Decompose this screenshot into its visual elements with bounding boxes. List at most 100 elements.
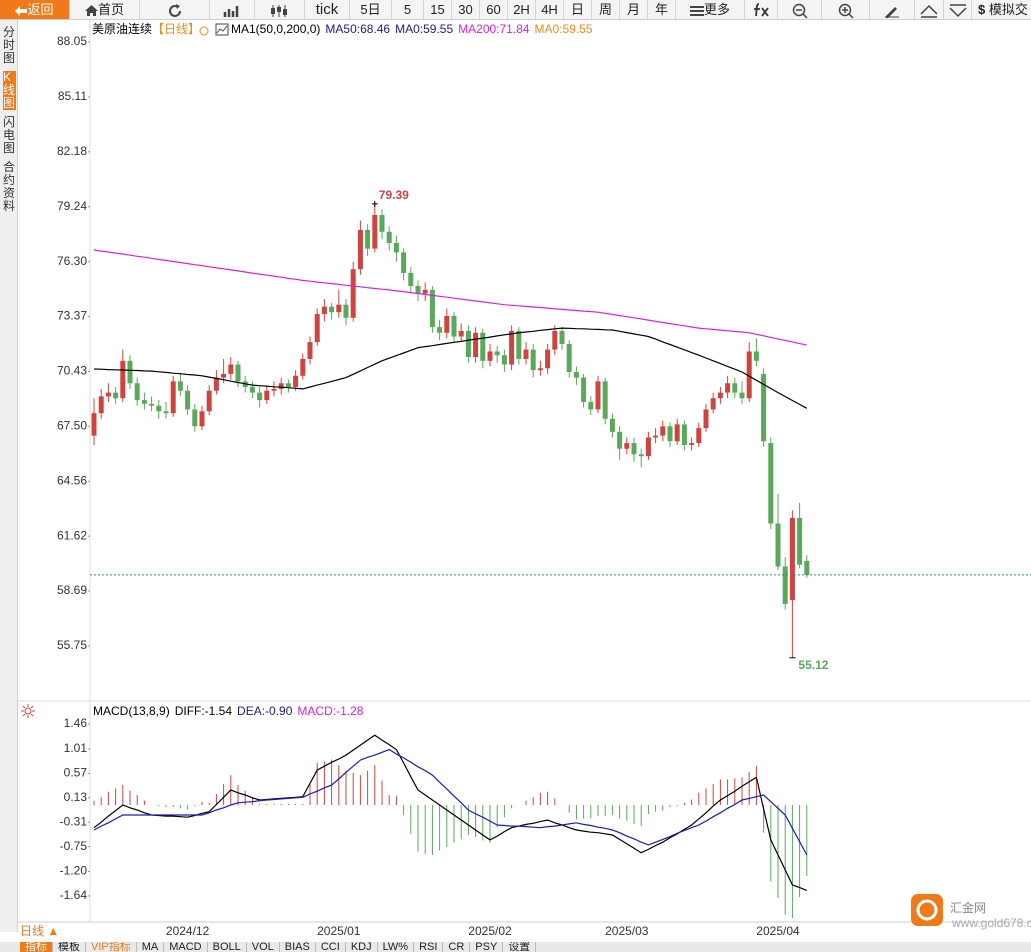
main-legend: 美原油连续【日线】 xyxy=(92,21,200,36)
logo-icon xyxy=(911,894,943,926)
y-tick-label: 70.43 xyxy=(57,364,87,378)
candle-body xyxy=(163,411,169,414)
y-tick-label: 85.11 xyxy=(58,89,87,103)
side-tab[interactable]: 闪电图 xyxy=(3,115,16,155)
candle-body xyxy=(199,411,205,427)
period-button[interactable]: 5日 xyxy=(350,0,392,19)
up-button[interactable] xyxy=(915,0,944,19)
candle-body xyxy=(264,390,270,401)
button-label: 更多 xyxy=(703,2,730,17)
logo-ring xyxy=(916,899,938,921)
x-tick-label: 2025/01 xyxy=(317,924,361,938)
period-tab[interactable]: 日线 ▲ xyxy=(20,924,59,938)
candle-body xyxy=(473,332,479,358)
period-button[interactable]: 30 xyxy=(452,0,480,19)
candle-body xyxy=(401,252,407,273)
candle-body xyxy=(559,330,565,344)
candle-body xyxy=(804,560,810,575)
candle-body xyxy=(609,418,615,432)
candle-body xyxy=(422,289,428,294)
candle-body xyxy=(789,517,795,601)
legend-item: DIFF:-1.54 xyxy=(175,704,233,718)
candle-body xyxy=(696,428,702,444)
zoom-out-button[interactable] xyxy=(778,0,822,19)
period-button[interactable]: 年 xyxy=(648,0,676,19)
candle-body xyxy=(213,377,219,391)
candle-body xyxy=(379,214,385,232)
indicator-tab[interactable]: BOLL xyxy=(208,942,247,952)
candle-body xyxy=(372,214,378,249)
candle-body xyxy=(516,330,522,359)
candle-body xyxy=(249,386,255,393)
indicator-tab[interactable]: KDJ xyxy=(346,942,378,952)
period-button[interactable]: 15 xyxy=(424,0,452,19)
indicator-tab[interactable]: 指标 xyxy=(20,942,53,952)
kline-button[interactable] xyxy=(255,0,305,19)
back-button[interactable]: 返回 xyxy=(0,0,70,19)
candle-body xyxy=(105,392,111,397)
candle-body xyxy=(725,383,731,393)
x-tick-label: 2025/02 xyxy=(468,924,512,938)
indicator-tab[interactable]: PSY xyxy=(470,942,504,952)
chart-button[interactable] xyxy=(210,0,255,19)
indicator-tab[interactable]: 设置 xyxy=(503,942,537,952)
home-button[interactable]: 首页 xyxy=(70,0,140,19)
indicator-tab[interactable]: LW% xyxy=(378,942,415,952)
candle-body xyxy=(480,332,486,361)
candle-body xyxy=(127,360,133,384)
indicator-tab[interactable]: CR xyxy=(443,942,471,952)
period-button[interactable]: 周 xyxy=(592,0,620,19)
indicator-tab[interactable]: MACD xyxy=(164,942,208,952)
candle-body xyxy=(257,392,263,401)
indicator-tab[interactable]: VOL xyxy=(247,942,280,952)
candle-body xyxy=(285,383,291,387)
indicator-tab[interactable]: BIAS xyxy=(280,942,316,952)
indicator-tab[interactable]: MA xyxy=(137,942,165,952)
candle-body xyxy=(221,373,227,378)
side-tab[interactable]: K线图 xyxy=(3,70,16,110)
watermark-url: www.gold678.com xyxy=(951,916,1031,930)
candle-body xyxy=(797,517,803,565)
button-label: 模拟交 xyxy=(988,2,1028,17)
draw-button[interactable] xyxy=(870,0,915,19)
refresh-button[interactable] xyxy=(140,0,210,19)
y-tick-label: 73.37 xyxy=(57,309,87,323)
ma-icon xyxy=(216,25,228,34)
y-tick-label: 64.56 xyxy=(57,473,87,487)
y-tick-label: 1.01 xyxy=(64,741,88,755)
sim-trade-button[interactable]: $ 模拟交 xyxy=(972,0,1031,19)
candle-body xyxy=(573,372,579,378)
more-button[interactable]: 更多 xyxy=(676,0,745,19)
candle-body xyxy=(617,431,623,449)
formula-button[interactable] xyxy=(745,0,778,19)
button-label: 返回 xyxy=(27,2,54,17)
indicator-tab[interactable]: VIP指标 xyxy=(86,942,137,952)
legend-item: MA1(50,0,200,0) xyxy=(231,22,320,36)
candle-body xyxy=(321,306,327,315)
high-marker xyxy=(371,200,378,207)
period-button[interactable]: 月 xyxy=(620,0,648,19)
y-tick-label: 88.05 xyxy=(57,34,87,48)
indicator-tab[interactable]: CCI xyxy=(316,942,346,952)
y-tick-label: 0.57 xyxy=(64,766,88,780)
period-button[interactable]: tick xyxy=(305,0,350,19)
y-tick-label: 67.50 xyxy=(57,418,87,432)
legend: MACD(13,8,9) DIFF:-1.54 DEA:-0.90 MACD:-1.2… xyxy=(93,704,364,718)
candle-body xyxy=(365,229,371,249)
candle-body xyxy=(141,400,147,404)
down-button[interactable] xyxy=(944,0,972,19)
side-tab[interactable]: 合约资料 xyxy=(3,160,16,213)
zoom-in-button[interactable] xyxy=(822,0,870,19)
period-button[interactable]: 2H xyxy=(508,0,536,19)
button-label: 首页 xyxy=(97,2,124,17)
period-button[interactable]: 日 xyxy=(564,0,592,19)
candle-body xyxy=(653,435,659,438)
period-button[interactable]: 60 xyxy=(480,0,508,19)
indicator-tab[interactable]: RSI xyxy=(414,942,444,952)
legend-item: MA200:71.84 xyxy=(458,22,530,36)
period-button[interactable]: 5 xyxy=(392,0,424,19)
candle-body xyxy=(134,383,140,401)
period-button[interactable]: 4H xyxy=(536,0,564,19)
indicator-tab[interactable]: 模板 xyxy=(53,942,86,952)
side-tab[interactable]: 分时图 xyxy=(3,25,16,65)
